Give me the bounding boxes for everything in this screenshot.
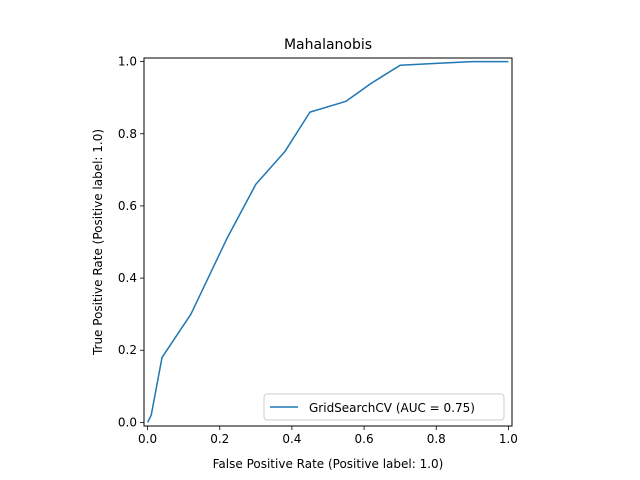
y-tick-label: 0.2 — [118, 343, 137, 357]
y-tick-label: 0.4 — [118, 271, 137, 285]
x-tick-label: 1.0 — [499, 432, 518, 446]
axes-frame — [143, 57, 513, 427]
y-tick-label: 0.8 — [118, 127, 137, 141]
x-tick-label: 0.8 — [427, 432, 446, 446]
x-tick-label: 0.4 — [282, 432, 301, 446]
legend-frame — [263, 393, 505, 421]
y-tick-label: 0.6 — [118, 199, 137, 213]
legend: GridSearchCV (AUC = 0.75) — [263, 393, 505, 421]
series-layer — [146, 60, 509, 423]
y-tick-label: 1.0 — [118, 55, 137, 69]
y-ticks: 0.0 0.2 0.4 0.6 0.8 1.0 — [118, 55, 144, 429]
roc-curve-line — [146, 60, 509, 423]
y-axis-label: True Positive Rate (Positive label: 1.0) — [91, 129, 105, 356]
plot-area: 0.0 0.2 0.4 0.6 0.8 1.0 0.0 0.2 0.4 0.6 0.8 1.0 — [118, 55, 518, 446]
chart-title: Mahalanobis — [284, 37, 372, 53]
y-tick-label: 0.0 — [118, 415, 137, 429]
legend-label: GridSearchCV (AUC = 0.75) — [309, 401, 475, 415]
x-tick-label: 0.0 — [138, 432, 157, 446]
x-tick-label: 0.6 — [355, 432, 374, 446]
x-tick-label: 0.2 — [210, 432, 229, 446]
x-ticks: 0.0 0.2 0.4 0.6 0.8 1.0 — [138, 426, 518, 446]
x-axis-label: False Positive Rate (Positive label: 1.0… — [213, 457, 444, 471]
